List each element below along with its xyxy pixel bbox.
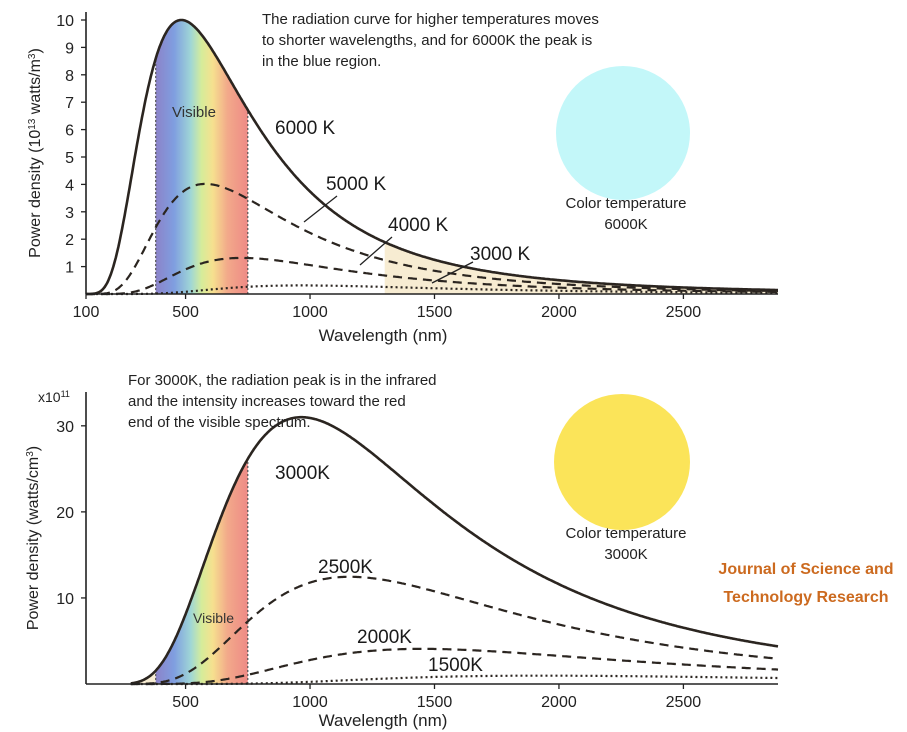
y-tick-label: 8 bbox=[65, 68, 74, 85]
journal-line-2: Technology Research bbox=[723, 589, 889, 606]
x-tick-label: 500 bbox=[172, 304, 199, 321]
y-tick-label: 4 bbox=[65, 177, 74, 194]
y-multiplier: x1011 bbox=[38, 389, 70, 405]
pointer-5000 bbox=[303, 195, 338, 223]
y-tick-labels: 1 2 3 4 5 6 7 8 9 10 bbox=[56, 13, 74, 277]
x-tick-label: 2000 bbox=[541, 304, 577, 321]
ultraviolet-shade bbox=[130, 670, 156, 684]
swatch-label-line2: 6000K bbox=[604, 216, 647, 233]
y-tick-label: 3 bbox=[65, 205, 74, 222]
svg-text:and the intensity increases to: and the intensity increases toward the r… bbox=[128, 393, 406, 410]
y-tick-labels: 10 20 30 bbox=[56, 419, 74, 608]
swatch-label-line2: 3000K bbox=[604, 546, 647, 563]
series-curve-4000k bbox=[86, 256, 778, 296]
x-tick-label: 1500 bbox=[417, 304, 453, 321]
x-axis-label: Wavelength (nm) bbox=[319, 711, 448, 730]
x-tick-label: 2500 bbox=[666, 304, 702, 321]
visible-band bbox=[155, 20, 248, 294]
svg-text:to shorter wavelengths, and fo: to shorter wavelengths, and for 6000K th… bbox=[262, 32, 592, 49]
y-axis-label: Power density (1013 watts/m3) bbox=[27, 48, 45, 258]
series-curve-2500k bbox=[130, 575, 779, 686]
series-curve-3000k bbox=[130, 415, 779, 685]
axes bbox=[81, 12, 778, 299]
annotation-text: The radiation curve for higher temperatu… bbox=[262, 11, 599, 70]
y-tick-label: 10 bbox=[56, 591, 74, 608]
x-tick-label: 500 bbox=[172, 694, 199, 711]
pointer-4000 bbox=[359, 236, 393, 266]
x-tick-label: 2500 bbox=[666, 694, 702, 711]
y-tick-label: 7 bbox=[65, 95, 74, 112]
y-tick-label: 6 bbox=[65, 123, 74, 140]
pointer-3000 bbox=[431, 261, 474, 284]
color-temperature-swatch bbox=[554, 394, 690, 530]
series-label-6000: 6000 K bbox=[275, 118, 336, 139]
y-tick-label: 5 bbox=[65, 150, 74, 167]
series-label-3000: 3000 K bbox=[470, 244, 531, 265]
series-curve-2000k bbox=[130, 647, 779, 686]
svg-text:The radiation curve for higher: The radiation curve for higher temperatu… bbox=[262, 11, 599, 28]
series-label-4000: 4000 K bbox=[388, 215, 449, 236]
x-tick-label: 1000 bbox=[292, 304, 328, 321]
x-axis-label: Wavelength (nm) bbox=[319, 326, 448, 345]
chart-bottom: 500 1000 1500 2000 2500 10 20 30 Visible 3000K… bbox=[25, 372, 779, 730]
visible-label: Visible bbox=[193, 610, 234, 626]
series-label-2000k: 2000K bbox=[357, 627, 412, 648]
x-tick-labels: 500 1000 1500 2000 2500 bbox=[172, 694, 701, 711]
x-tick-label: 1500 bbox=[417, 694, 453, 711]
axes bbox=[81, 392, 778, 689]
series-label-5000: 5000 K bbox=[326, 174, 387, 195]
y-tick-label: 2 bbox=[65, 232, 74, 249]
color-temperature-swatch bbox=[556, 66, 690, 200]
journal-line-1: Journal of Science and bbox=[718, 561, 894, 578]
y-tick-label: 30 bbox=[56, 419, 74, 436]
infrared-shade bbox=[384, 242, 778, 294]
series-label-1500k: 1500K bbox=[428, 655, 483, 676]
y-tick-label: 20 bbox=[56, 505, 74, 522]
series-label-2500k: 2500K bbox=[318, 557, 373, 578]
swatch-label-line1: Color temperature bbox=[566, 525, 687, 542]
svg-text:in the blue region.: in the blue region. bbox=[262, 53, 381, 70]
y-tick-label: 1 bbox=[65, 260, 74, 277]
y-tick-label: 10 bbox=[56, 13, 74, 30]
series-curve-5000k bbox=[86, 182, 778, 296]
visible-label: Visible bbox=[172, 104, 216, 121]
swatch-label-line1: Color temperature bbox=[566, 195, 687, 212]
x-tick-label: 1000 bbox=[292, 694, 328, 711]
x-tick-labels: 100 500 1000 1500 2000 2500 bbox=[73, 304, 702, 321]
svg-text:For 3000K, the radiation peak: For 3000K, the radiation peak is in the … bbox=[128, 372, 437, 389]
chart-top: 100 500 1000 1500 2000 2500 1 2 3 4 5 6 7 8 9 10 Visib… bbox=[27, 11, 779, 345]
y-axis-label: Power density (watts/cm3) bbox=[25, 446, 43, 630]
series-label-3000k: 3000K bbox=[275, 463, 330, 484]
series-curve-6000k bbox=[85, 18, 779, 296]
x-tick-label: 100 bbox=[73, 304, 100, 321]
annotation-text: For 3000K, the radiation peak is in the … bbox=[128, 372, 437, 431]
x-tick-label: 2000 bbox=[541, 694, 577, 711]
svg-text:end of the visible spectrum.: end of the visible spectrum. bbox=[128, 414, 311, 431]
y-tick-label: 9 bbox=[65, 40, 74, 57]
series-curve-3000k bbox=[86, 284, 778, 296]
journal-watermark: Journal of Science and Technology Resear… bbox=[706, 556, 906, 612]
